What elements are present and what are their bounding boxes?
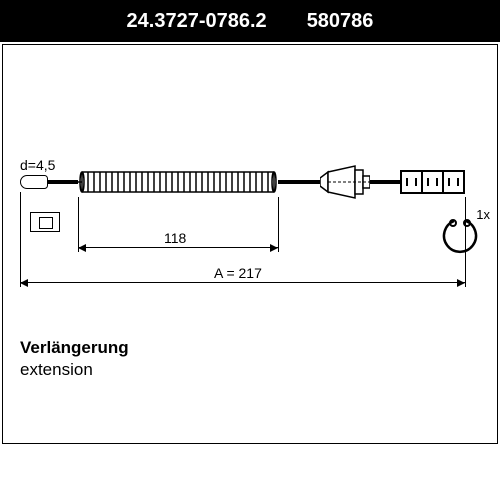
- clip-icon: [30, 212, 60, 232]
- description: Verlängerung extension: [20, 337, 129, 381]
- end-connector: [400, 170, 465, 194]
- shaft-right: [370, 180, 400, 184]
- connector-slot: [402, 172, 423, 192]
- diagram-area: d=4,5 118: [0, 42, 500, 362]
- cone-svg: [320, 164, 370, 200]
- part-number: 24.3727-0786.2: [127, 10, 267, 33]
- dim-217-label: A = 217: [210, 265, 266, 281]
- spring-svg: [78, 170, 278, 194]
- header-bar: 24.3727-0786.2 580786: [0, 0, 500, 42]
- diameter-label: d=4,5: [20, 157, 55, 173]
- dim-extension: [278, 197, 279, 252]
- circlip-quantity: 1x: [476, 207, 490, 222]
- circlip-icon: [440, 217, 480, 257]
- spring-coil: [78, 170, 278, 194]
- dim-118-label: 118: [160, 230, 190, 246]
- connector-slot: [423, 172, 444, 192]
- desc-german: Verlängerung: [20, 337, 129, 359]
- desc-english: extension: [20, 359, 129, 381]
- ref-number: 580786: [307, 10, 374, 33]
- dimension-118: [78, 247, 278, 248]
- cone-fitting: [320, 164, 370, 200]
- cable-tip: [20, 175, 48, 189]
- dimension-217: [20, 282, 465, 283]
- dim-extension: [20, 192, 21, 287]
- shaft-left: [48, 180, 78, 184]
- connector-slot: [444, 172, 463, 192]
